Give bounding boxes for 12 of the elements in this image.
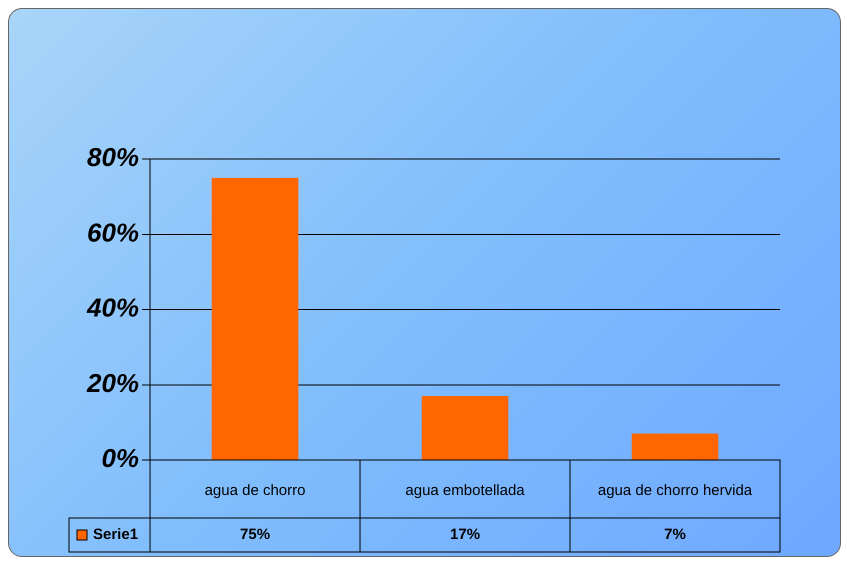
x-tick-label: agua embotellada <box>405 482 526 500</box>
y-tick-label: 40% <box>86 292 140 323</box>
data-label: 17% <box>450 526 480 544</box>
y-tick-label: 80% <box>86 142 140 172</box>
y-tick-label: 0% <box>101 443 140 474</box>
y-tick-label: 20% <box>86 368 140 398</box>
legend-label: Serie1 <box>93 526 138 544</box>
data-label: 75% <box>240 526 270 544</box>
x-tick-label: agua de chorro hervida <box>598 482 753 500</box>
data-label: 7% <box>664 526 686 544</box>
y-tick-label: 60% <box>86 217 140 248</box>
x-tick-label: agua de chorro <box>204 482 306 500</box>
